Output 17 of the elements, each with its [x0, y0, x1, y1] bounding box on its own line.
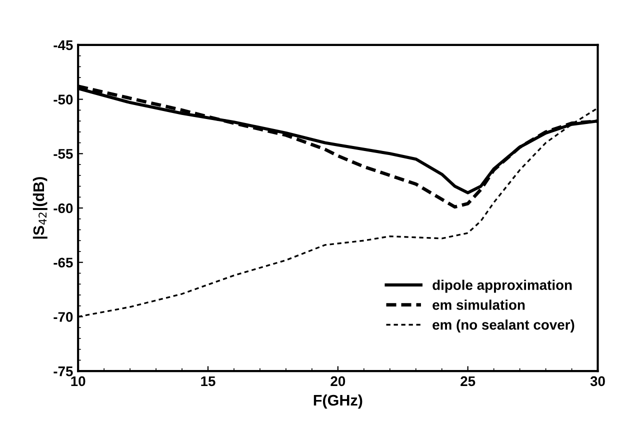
- x-tick-label: 20: [330, 376, 346, 386]
- y-tick-label: -45: [54, 40, 73, 50]
- y-tick-label: -55: [54, 149, 73, 159]
- legend-label: em (no sealant cover): [432, 320, 574, 332]
- legend-label: dipole approximation: [432, 280, 572, 293]
- y-tick-label: -60: [54, 203, 73, 214]
- x-tick-label: 15: [201, 376, 216, 386]
- y-tick-label: -70: [54, 312, 73, 322]
- x-tick-label: 30: [590, 376, 605, 386]
- x-axis-title: F(GHz): [314, 394, 362, 409]
- x-tick-label: 10: [71, 376, 86, 386]
- y-tick-label: -75: [54, 366, 73, 376]
- legend-label: em simulation: [432, 300, 525, 310]
- y-axis-title: |S$_{42}$|(dB): [32, 177, 48, 239]
- x-tick-label: 25: [460, 376, 476, 386]
- y-tick-label: -65: [54, 258, 73, 268]
- y-tick-label: -50: [54, 94, 73, 104]
